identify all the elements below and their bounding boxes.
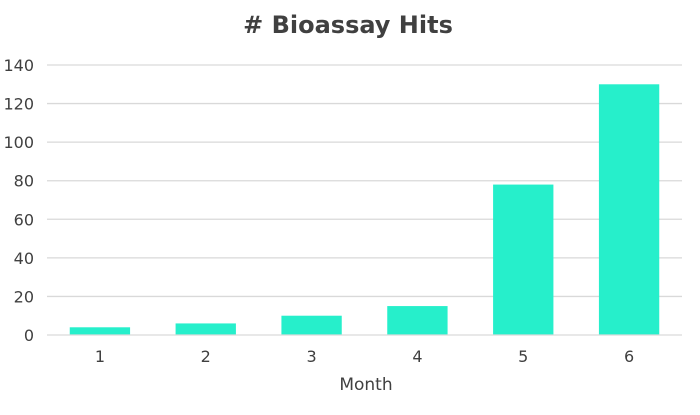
bar-month-5	[493, 184, 554, 335]
chart-title: # Bioassay Hits	[243, 11, 453, 39]
x-tick-label: 4	[412, 347, 422, 366]
x-axis-ticks: 1 2 3 4 5 6	[95, 347, 634, 366]
bar-month-4	[387, 306, 448, 335]
bar-month-2	[175, 323, 236, 335]
y-tick-label: 140	[3, 56, 34, 75]
y-tick-label: 60	[14, 210, 34, 229]
y-tick-label: 0	[24, 326, 34, 345]
x-tick-label: 5	[518, 347, 528, 366]
bar-month-6	[598, 84, 660, 336]
x-tick-label: 3	[306, 347, 316, 366]
y-axis-ticks: 0 20 40 60 80 100 120 140	[3, 56, 34, 345]
bars	[69, 84, 660, 336]
y-tick-label: 120	[3, 95, 34, 114]
x-tick-label: 2	[201, 347, 211, 366]
gridlines	[47, 64, 682, 298]
bar-month-1	[69, 327, 131, 335]
y-tick-label: 20	[14, 287, 34, 306]
y-tick-label: 80	[14, 172, 34, 191]
x-tick-label: 6	[624, 347, 634, 366]
y-tick-label: 100	[3, 133, 34, 152]
y-tick-label: 40	[14, 249, 34, 268]
x-tick-label: 1	[95, 347, 105, 366]
x-axis-label: Month	[339, 375, 392, 395]
bar-month-3	[281, 315, 342, 335]
